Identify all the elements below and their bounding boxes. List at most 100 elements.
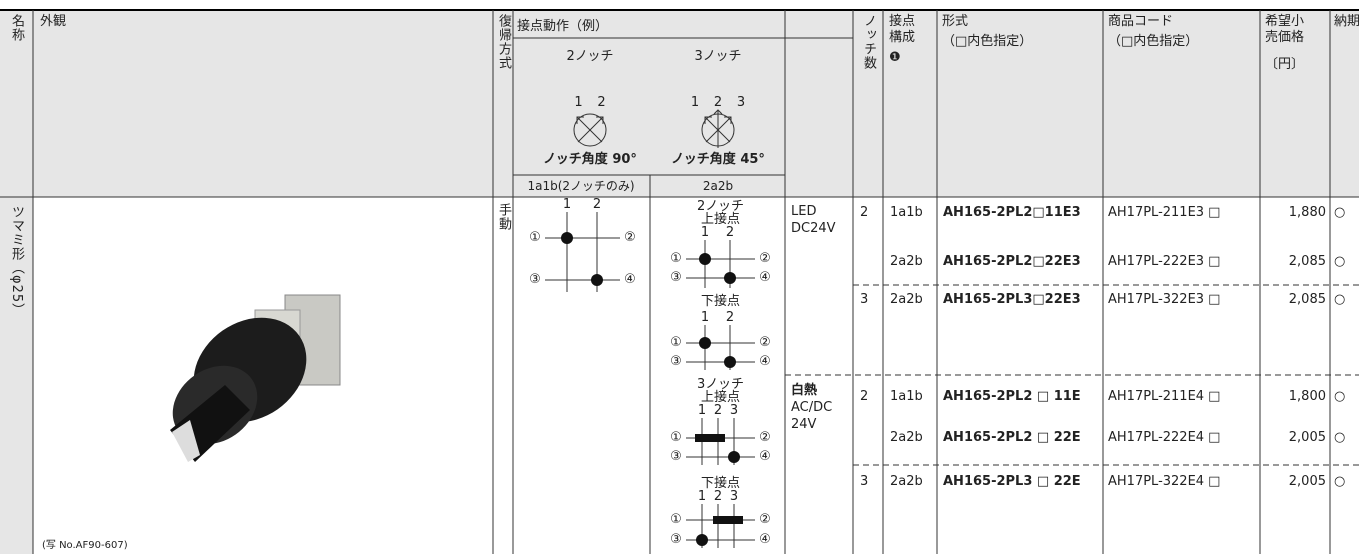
diagram-label: 下接点: [700, 476, 741, 491]
light-source: LED: [791, 204, 817, 219]
header-contact: 接点構成: [889, 14, 916, 45]
diagram-terminal: ④: [759, 449, 771, 464]
contact-dot: [724, 356, 736, 368]
header-price: 希望小売価格: [1265, 14, 1305, 45]
sub-header: 1a1b(2ノッチのみ): [527, 179, 635, 193]
product-code: AH17PL-211E4 □: [1108, 389, 1221, 404]
contact-dot: [696, 534, 708, 546]
diagram-terminal: ③: [670, 449, 682, 464]
product-code: AH17PL-322E3 □: [1108, 292, 1221, 307]
diagram-position: 2: [713, 403, 723, 418]
diagram-position: 2: [725, 225, 735, 240]
product-return: 手動: [496, 203, 511, 231]
contact-config: 2a2b: [890, 292, 923, 307]
notch-position: 3: [736, 95, 746, 110]
diagram-position: 1: [700, 310, 710, 325]
diagram-title: 2ノッチ: [696, 199, 745, 214]
diagram-position: 2: [713, 489, 723, 504]
diagram-title: 3ノッチ: [696, 377, 745, 392]
product-code: AH17PL-222E4 □: [1108, 430, 1221, 445]
diagram-terminal: ④: [759, 354, 771, 369]
dashed-lines: [785, 284, 1359, 466]
notch-count: 3: [860, 292, 869, 307]
diagram-terminal: ④: [624, 272, 636, 287]
price: 2,085: [1288, 292, 1326, 307]
header-code: 商品コード: [1108, 14, 1174, 29]
contact-bar: [713, 516, 743, 524]
header-bg: [0, 10, 1359, 197]
contact-dot: [728, 451, 740, 463]
column-lines: [0, 10, 1359, 554]
notch-title: 3ノッチ: [694, 49, 742, 64]
light-source: 白熱: [791, 383, 818, 398]
notch-position: 2: [597, 95, 606, 110]
header-contact-marker: ❶: [889, 50, 901, 65]
header-appearance: 外観: [40, 14, 67, 29]
product-code: AH17PL-222E3 □: [1108, 254, 1221, 269]
contact-dot: [699, 337, 711, 349]
product-code: AH17PL-322E4 □: [1108, 474, 1221, 489]
delivery: ○: [1334, 474, 1346, 489]
notch-icons: [573, 109, 735, 148]
contact-config: 1a1b: [890, 389, 923, 404]
header-name: 名称: [9, 14, 24, 42]
notch-title: 2ノッチ: [566, 49, 614, 64]
diagram-position: 3: [729, 489, 739, 504]
notch-count: 2: [860, 205, 869, 220]
delivery: ○: [1334, 389, 1346, 404]
product-code: AH17PL-211E3 □: [1108, 205, 1221, 220]
diagram-terminal: ①: [670, 512, 682, 527]
notch-angle: ノッチ角度 45°: [671, 152, 765, 167]
product-name: ツマミ形（φ25）: [9, 205, 24, 318]
contact-dot: [591, 274, 603, 286]
diagram-label: 下接点: [700, 294, 741, 309]
diagram-terminal: ③: [670, 532, 682, 547]
header-notch-count: ノッチ数: [861, 14, 876, 70]
delivery: ○: [1334, 254, 1346, 269]
model-number: AH165-2PL3 □ 22E: [943, 474, 1081, 489]
notch-position: 1: [574, 95, 583, 110]
diagram-terminal: ①: [670, 251, 682, 266]
delivery: ○: [1334, 292, 1346, 307]
header-model: 形式: [942, 14, 969, 29]
diagram-terminal: ④: [759, 270, 771, 285]
notch-angle: ノッチ角度 90°: [543, 152, 637, 167]
contact-dot: [699, 253, 711, 265]
diagram-terminal: ②: [759, 335, 771, 350]
contact-config: 2a2b: [890, 430, 923, 445]
diagram-terminal: ②: [624, 230, 636, 245]
model-number: AH165-2PL2 □ 22E: [943, 430, 1081, 445]
diagram-position: 3: [729, 403, 739, 418]
notch-count: 2: [860, 389, 869, 404]
diagram-position: 2: [725, 310, 735, 325]
header-price-unit: 〔円〕: [1265, 57, 1305, 72]
diagram-position: 2: [592, 197, 602, 212]
diagram-terminal: ②: [759, 430, 771, 445]
price: 2,085: [1288, 254, 1326, 269]
diagram-terminal: ②: [759, 512, 771, 527]
diagram-position: 1: [562, 197, 572, 212]
diagram-position: 1: [697, 403, 707, 418]
photo-caption: (写 No.AF90-607): [42, 540, 128, 551]
notch-count: 3: [860, 474, 869, 489]
contact-config: 2a2b: [890, 254, 923, 269]
diagram-terminal: ③: [529, 272, 541, 287]
contact-dot: [724, 272, 736, 284]
light-source: AC/DC: [791, 400, 833, 415]
contact-bar: [695, 434, 725, 442]
diagram-terminal: ①: [670, 430, 682, 445]
sub-header: 2a2b: [702, 179, 734, 193]
diagram-terminal: ④: [759, 532, 771, 547]
delivery: ○: [1334, 205, 1346, 220]
header-contact-action: 接点動作（例）: [517, 19, 609, 34]
model-number: AH165-2PL2 □ 11E: [943, 389, 1081, 404]
diagram-terminal: ①: [529, 230, 541, 245]
contact-config: 1a1b: [890, 205, 923, 220]
header-delivery: 納期: [1334, 14, 1359, 29]
delivery: ○: [1334, 430, 1346, 445]
diagram-position: 1: [697, 489, 707, 504]
